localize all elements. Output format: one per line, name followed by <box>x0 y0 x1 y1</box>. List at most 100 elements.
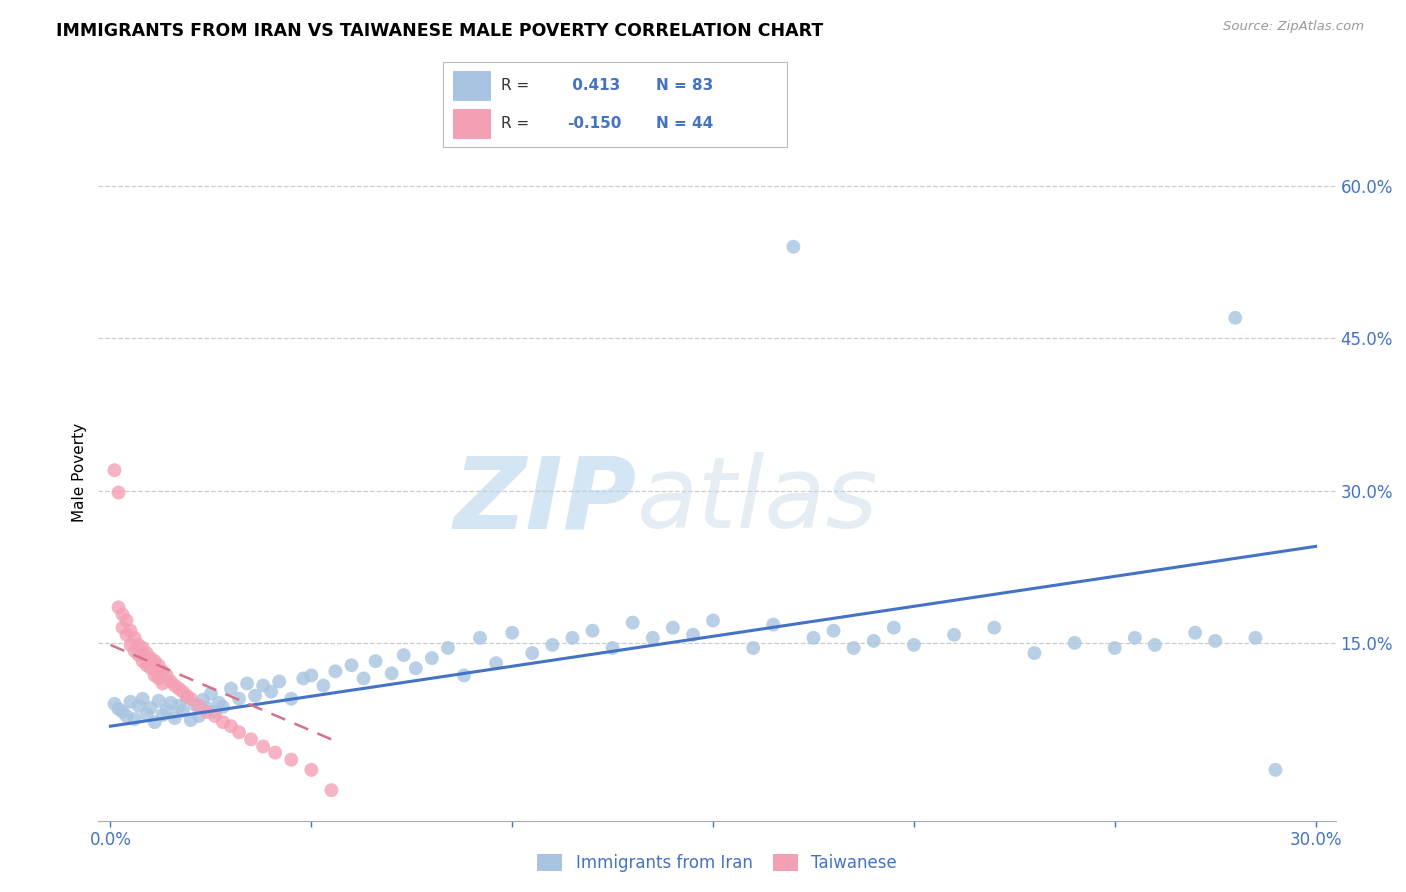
Point <box>541 638 564 652</box>
Point <box>212 715 235 730</box>
Point <box>115 614 138 628</box>
Point <box>228 725 250 739</box>
Point <box>405 661 427 675</box>
Bar <box>453 109 491 139</box>
Point <box>172 704 194 718</box>
Text: R =: R = <box>502 116 534 131</box>
Point <box>862 633 884 648</box>
Text: 0.413: 0.413 <box>567 78 620 93</box>
Point <box>1063 636 1085 650</box>
Text: -0.150: -0.150 <box>567 116 621 131</box>
Point <box>662 621 685 635</box>
Text: N = 44: N = 44 <box>657 116 714 131</box>
Point <box>823 624 845 638</box>
Point <box>180 691 202 706</box>
Point <box>107 702 129 716</box>
Point <box>131 654 153 668</box>
Point <box>167 698 190 713</box>
Point <box>120 638 142 652</box>
Point <box>148 672 170 686</box>
Point <box>280 753 302 767</box>
Point <box>195 701 218 715</box>
Point <box>143 654 166 668</box>
Point <box>143 668 166 682</box>
Point <box>468 631 491 645</box>
Point <box>120 624 142 638</box>
Point <box>115 709 138 723</box>
Point <box>702 614 724 628</box>
Point <box>269 674 291 689</box>
Point <box>103 463 125 477</box>
Point <box>299 763 322 777</box>
Point <box>240 732 263 747</box>
Point <box>742 640 765 655</box>
Point <box>364 654 387 668</box>
Point <box>762 617 785 632</box>
Point <box>485 657 508 671</box>
Point <box>135 658 157 673</box>
Point <box>1225 310 1247 325</box>
Point <box>983 621 1005 635</box>
Point <box>299 668 322 682</box>
Point <box>522 646 544 660</box>
Point <box>264 746 287 760</box>
Point <box>159 696 181 710</box>
Point <box>187 709 209 723</box>
Text: ZIP: ZIP <box>454 452 637 549</box>
Point <box>148 658 170 673</box>
Point <box>501 625 523 640</box>
Point <box>453 668 475 682</box>
Point <box>111 607 134 622</box>
Point <box>200 687 222 701</box>
Point <box>602 640 624 655</box>
Point <box>340 658 363 673</box>
Point <box>1143 638 1166 652</box>
Point <box>219 719 242 733</box>
Point <box>1244 631 1267 645</box>
Point <box>1184 625 1206 640</box>
Point <box>243 689 266 703</box>
Point <box>219 681 242 696</box>
Point <box>163 711 186 725</box>
Point <box>176 689 198 703</box>
Point <box>252 739 274 754</box>
Point <box>803 631 825 645</box>
Point <box>260 684 283 698</box>
Text: Source: ZipAtlas.com: Source: ZipAtlas.com <box>1223 20 1364 33</box>
Point <box>581 624 603 638</box>
Point <box>782 240 804 254</box>
Point <box>1104 640 1126 655</box>
Point <box>321 783 343 797</box>
Point <box>156 668 179 682</box>
Point <box>204 705 226 719</box>
Text: R =: R = <box>502 78 534 93</box>
Point <box>252 679 274 693</box>
Point <box>135 706 157 721</box>
Point <box>139 661 162 675</box>
Y-axis label: Male Poverty: Male Poverty <box>72 423 87 523</box>
Point <box>381 666 404 681</box>
Point <box>437 640 460 655</box>
Point <box>682 628 704 642</box>
Point <box>353 672 375 686</box>
Point <box>167 681 190 696</box>
Point <box>172 684 194 698</box>
Point <box>139 651 162 665</box>
Point <box>152 665 174 679</box>
Point <box>180 713 202 727</box>
Point <box>111 705 134 719</box>
Point <box>228 691 250 706</box>
Point <box>883 621 905 635</box>
Point <box>128 638 150 652</box>
Point <box>128 698 150 713</box>
Point <box>111 621 134 635</box>
Point <box>842 640 865 655</box>
Point <box>312 679 335 693</box>
Point <box>621 615 644 630</box>
Point <box>1204 633 1226 648</box>
Legend: Immigrants from Iran, Taiwanese: Immigrants from Iran, Taiwanese <box>530 847 904 879</box>
Point <box>152 676 174 690</box>
Point <box>159 674 181 689</box>
Point <box>641 631 664 645</box>
Point <box>156 703 179 717</box>
